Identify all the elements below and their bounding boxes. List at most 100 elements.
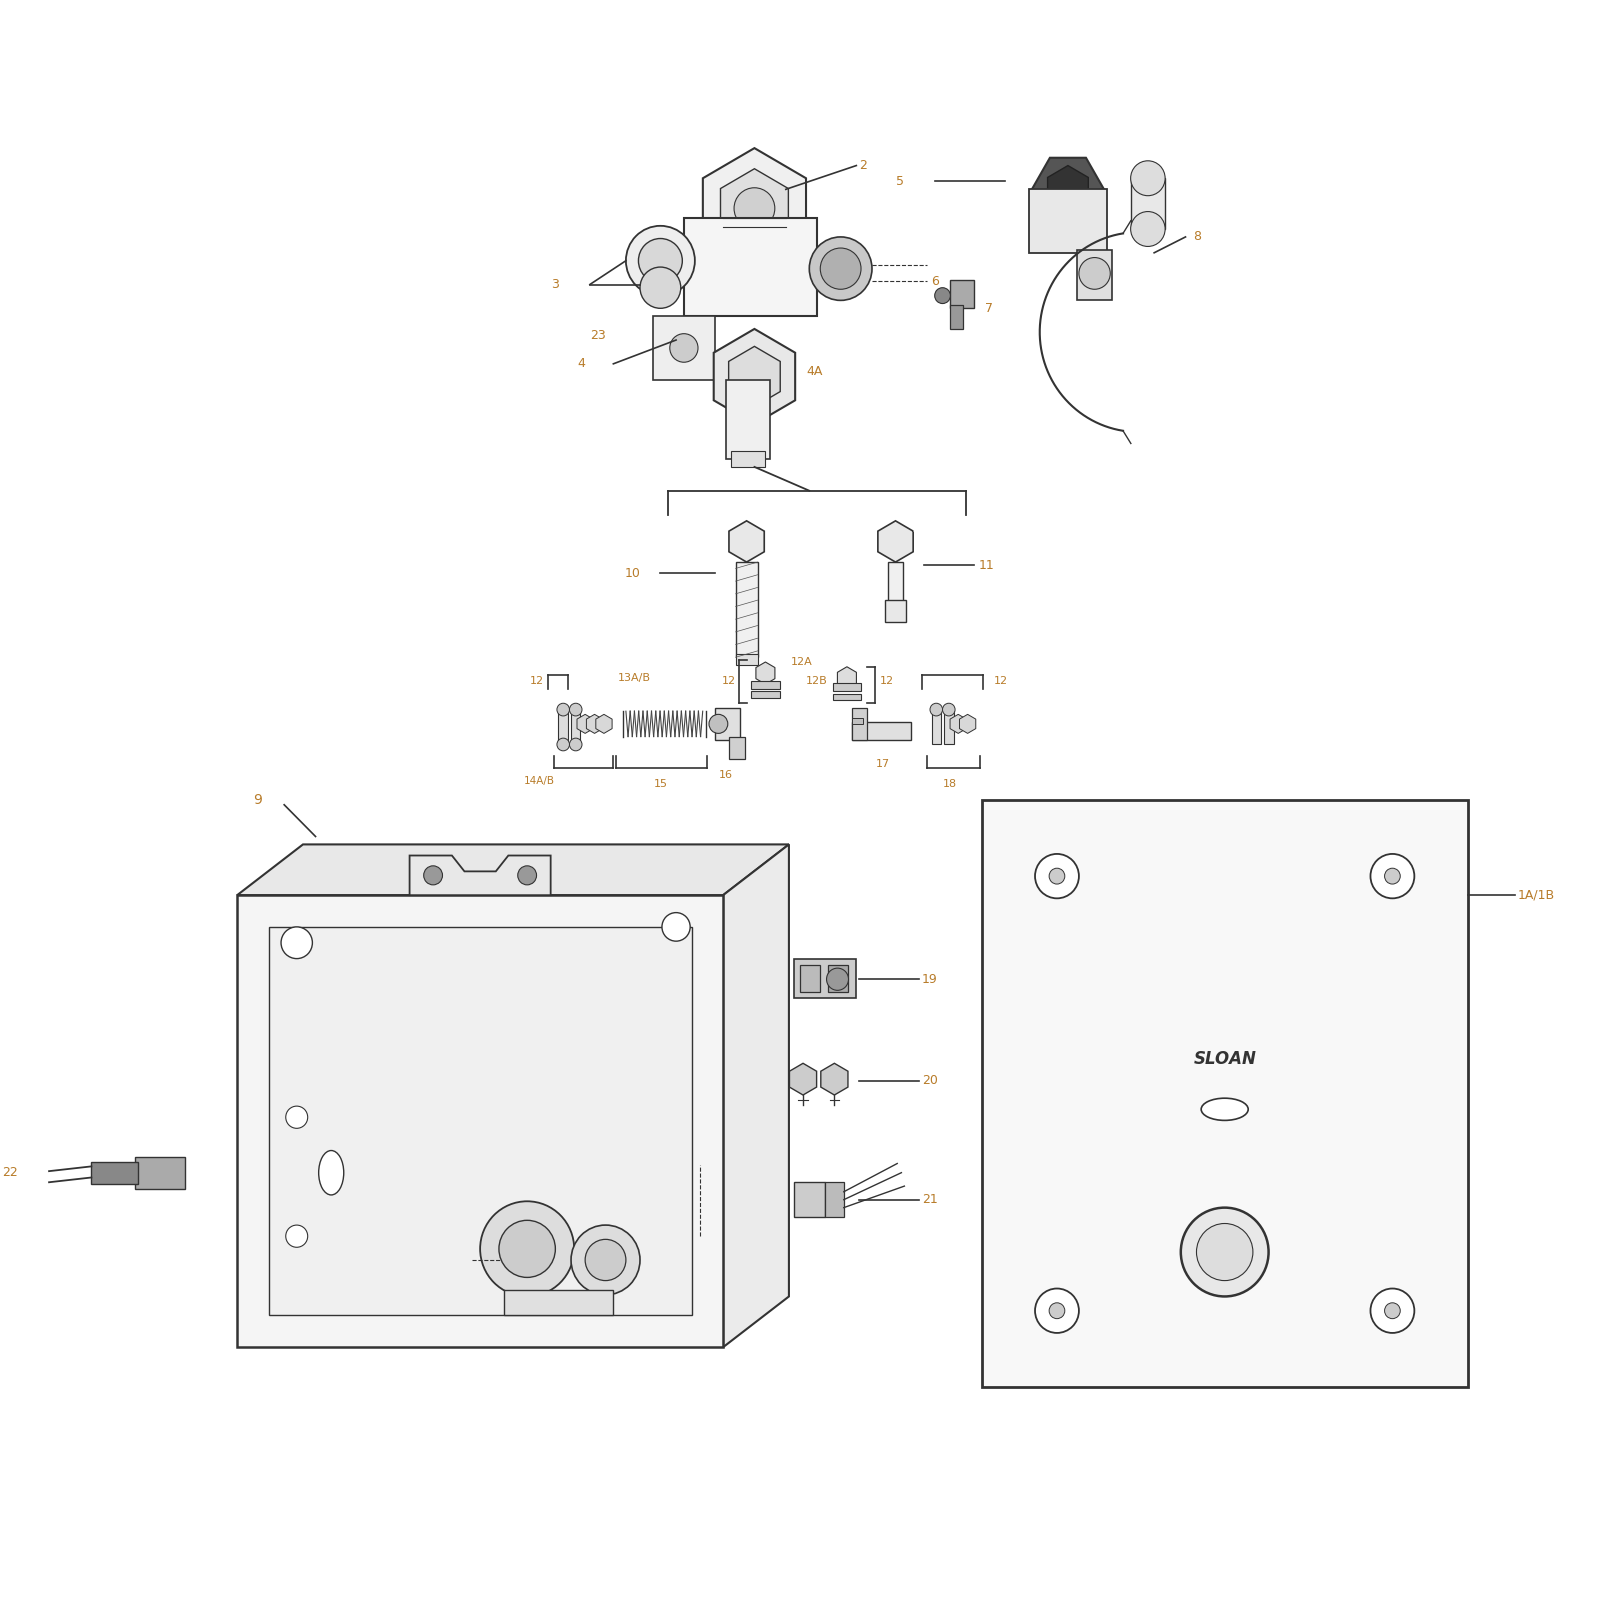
Text: 3: 3 <box>550 278 558 291</box>
Circle shape <box>827 968 848 990</box>
Bar <box>237 894 723 1347</box>
Circle shape <box>499 1221 555 1277</box>
Polygon shape <box>960 714 976 733</box>
Circle shape <box>942 704 955 715</box>
Circle shape <box>934 288 950 304</box>
Circle shape <box>424 866 443 885</box>
Polygon shape <box>702 149 806 269</box>
Text: 8: 8 <box>1194 230 1202 243</box>
Text: 4: 4 <box>578 357 586 370</box>
Text: 6: 6 <box>931 275 939 288</box>
Bar <box>851 717 862 723</box>
Bar <box>1029 189 1107 253</box>
Circle shape <box>1384 1302 1400 1318</box>
Bar <box>829 965 848 992</box>
Text: 17: 17 <box>875 758 890 768</box>
Circle shape <box>1371 1288 1414 1333</box>
Bar <box>888 562 904 603</box>
Polygon shape <box>410 856 550 894</box>
Bar <box>1131 178 1165 229</box>
Bar <box>826 1182 843 1218</box>
Bar <box>730 736 746 758</box>
Bar <box>794 1182 826 1218</box>
Text: 15: 15 <box>653 779 667 789</box>
Circle shape <box>1384 869 1400 885</box>
Circle shape <box>1035 1288 1078 1333</box>
Text: 11: 11 <box>979 558 994 571</box>
Bar <box>91 1162 139 1184</box>
Circle shape <box>557 704 570 715</box>
Polygon shape <box>1048 165 1088 213</box>
Circle shape <box>1050 1302 1066 1318</box>
Text: 13A/B: 13A/B <box>618 674 651 683</box>
Polygon shape <box>821 1064 848 1094</box>
Bar <box>731 451 765 467</box>
Text: 12: 12 <box>880 677 894 686</box>
Circle shape <box>930 704 942 715</box>
Text: 21: 21 <box>922 1194 938 1206</box>
Bar <box>136 1157 186 1189</box>
Polygon shape <box>837 667 856 690</box>
Text: 16: 16 <box>720 770 733 779</box>
Polygon shape <box>714 330 795 424</box>
Bar <box>982 800 1467 1387</box>
Polygon shape <box>755 662 774 685</box>
Circle shape <box>586 1240 626 1280</box>
Circle shape <box>810 237 872 301</box>
Circle shape <box>1078 258 1110 290</box>
Circle shape <box>518 866 536 885</box>
Bar <box>653 317 715 379</box>
Polygon shape <box>1032 158 1104 221</box>
Circle shape <box>821 248 861 290</box>
Text: 12: 12 <box>994 677 1008 686</box>
Circle shape <box>734 187 774 229</box>
Bar <box>571 709 581 744</box>
Bar <box>851 722 910 739</box>
Bar <box>504 1290 613 1315</box>
Text: 14A/B: 14A/B <box>525 776 555 786</box>
Polygon shape <box>950 714 966 733</box>
Text: 19: 19 <box>922 973 938 986</box>
Circle shape <box>1371 854 1414 898</box>
Circle shape <box>557 738 570 750</box>
Bar <box>950 306 963 330</box>
Polygon shape <box>237 845 789 894</box>
Bar <box>950 280 974 309</box>
Text: 5: 5 <box>896 174 904 187</box>
Text: 7: 7 <box>986 302 994 315</box>
Circle shape <box>282 926 312 958</box>
Text: 18: 18 <box>944 779 957 789</box>
Bar <box>558 709 568 744</box>
Text: 20: 20 <box>922 1074 938 1088</box>
Bar <box>931 709 941 744</box>
Circle shape <box>1197 1224 1253 1280</box>
Circle shape <box>626 226 694 296</box>
Bar <box>794 958 856 998</box>
Circle shape <box>1131 211 1165 246</box>
Circle shape <box>480 1202 574 1296</box>
Circle shape <box>1131 160 1165 195</box>
Circle shape <box>670 334 698 362</box>
Circle shape <box>1050 869 1066 885</box>
Text: 23: 23 <box>590 328 605 342</box>
Text: 12: 12 <box>722 677 736 686</box>
Text: 9: 9 <box>253 794 262 806</box>
Bar <box>834 683 861 691</box>
Text: 1A/1B: 1A/1B <box>1518 888 1555 902</box>
Bar <box>752 682 779 690</box>
Bar <box>885 600 907 622</box>
Text: 4A: 4A <box>806 365 822 378</box>
Circle shape <box>286 1106 307 1128</box>
Circle shape <box>570 738 582 750</box>
Ellipse shape <box>318 1150 344 1195</box>
Circle shape <box>1035 854 1078 898</box>
Polygon shape <box>730 522 765 562</box>
Text: 10: 10 <box>624 566 640 579</box>
Bar <box>834 694 861 701</box>
Circle shape <box>662 912 690 941</box>
Polygon shape <box>878 522 914 562</box>
Bar <box>683 218 818 317</box>
Text: SLOAN: SLOAN <box>1194 1050 1256 1067</box>
Bar <box>1077 250 1112 301</box>
Bar <box>752 691 779 699</box>
